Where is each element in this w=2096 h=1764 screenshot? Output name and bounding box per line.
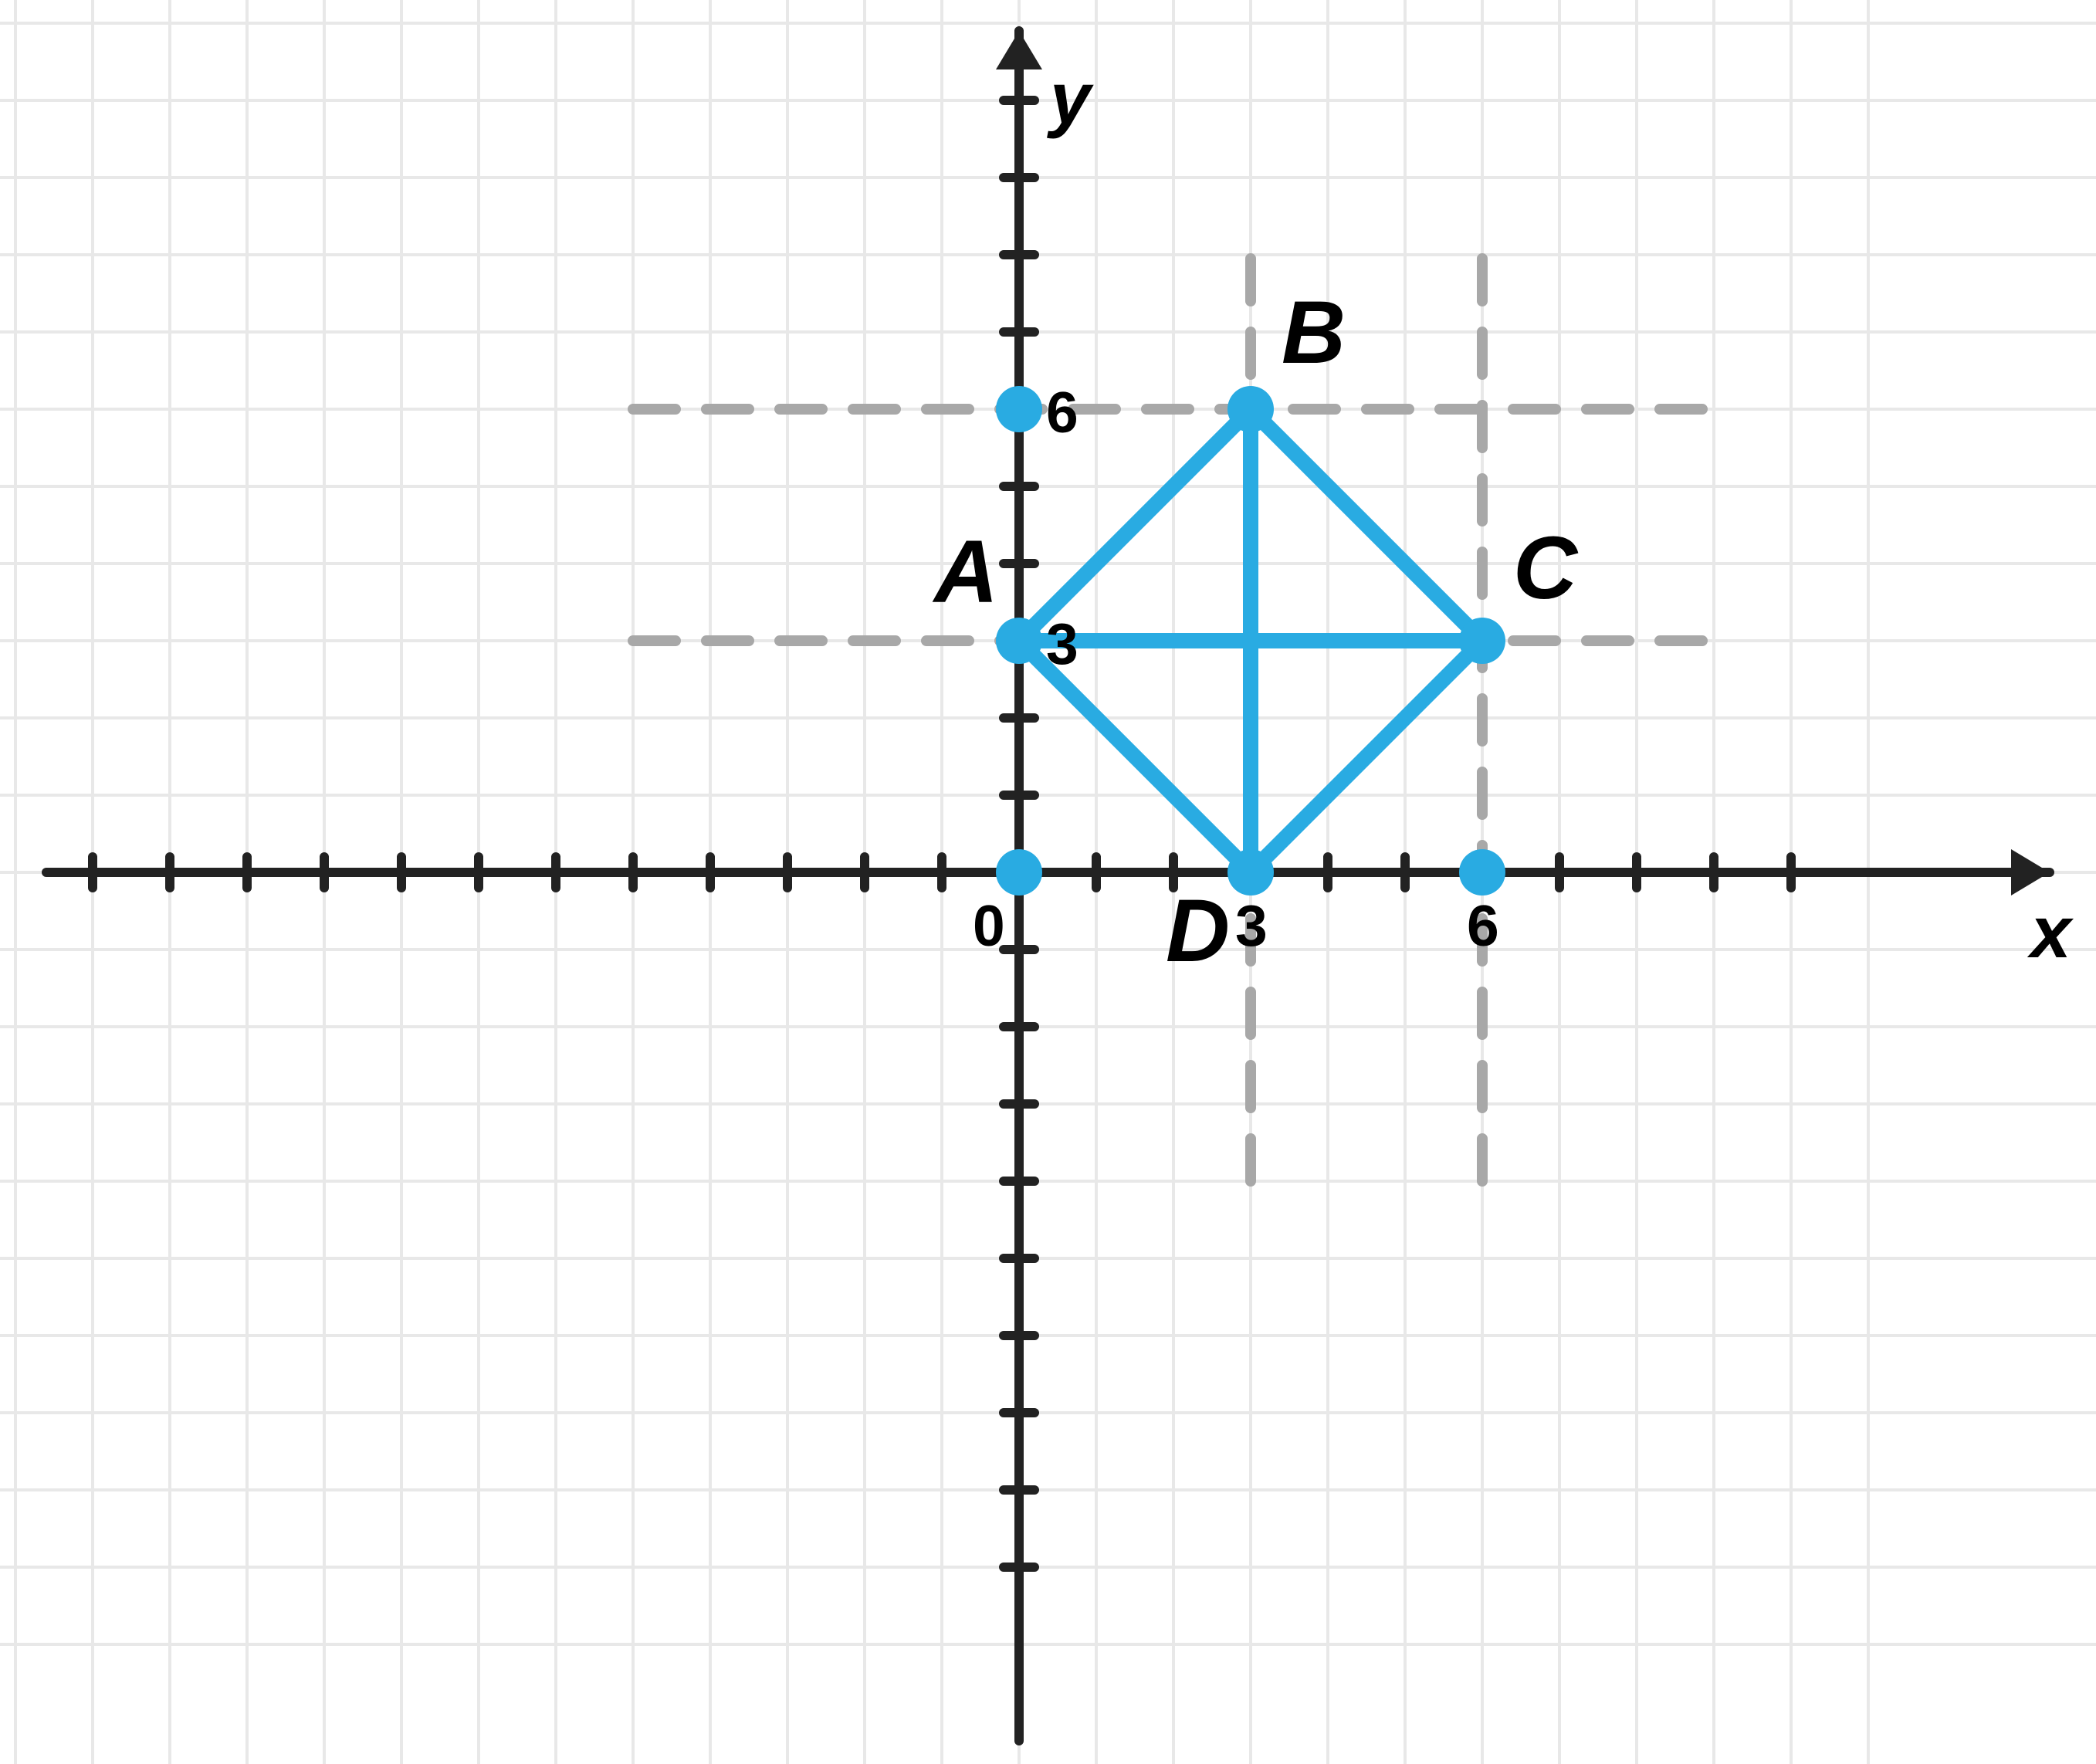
- plot-point: [1227, 849, 1274, 896]
- vertex-label: C: [1513, 519, 1579, 618]
- vertex-label: B: [1282, 283, 1346, 382]
- y-axis-label: y: [1047, 58, 1094, 140]
- plot-point: [996, 618, 1042, 664]
- vertex-label: D: [1166, 882, 1230, 980]
- numeric-label: 6: [1046, 380, 1078, 445]
- plot-point: [996, 849, 1042, 896]
- plot-point: [1459, 618, 1505, 664]
- vertex-label: A: [932, 523, 998, 621]
- numeric-label: 0: [973, 893, 1005, 958]
- chart-background: [0, 0, 2096, 1764]
- coordinate-plane-chart: x y A B C D 0 3 6 3 6: [0, 0, 2096, 1764]
- plot-point: [1227, 386, 1274, 432]
- numeric-label: 3: [1046, 611, 1078, 676]
- x-axis-label: x: [2027, 892, 2074, 973]
- chart-svg: x y A B C D 0 3 6 3 6: [0, 0, 2096, 1764]
- plot-point: [1459, 849, 1505, 896]
- plot-point: [996, 386, 1042, 432]
- numeric-label: 6: [1467, 893, 1499, 958]
- numeric-label: 3: [1235, 893, 1268, 958]
